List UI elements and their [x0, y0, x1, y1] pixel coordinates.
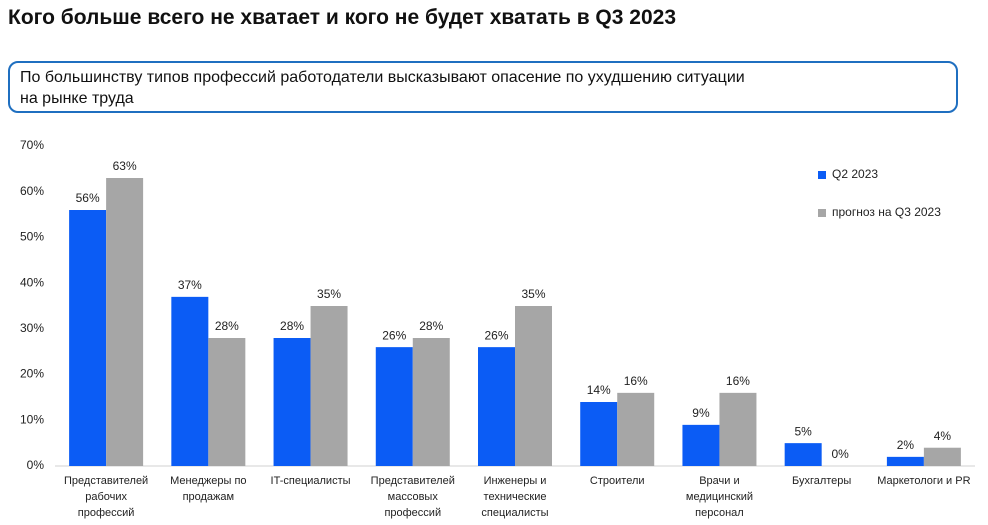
value-label: 9% [692, 406, 710, 420]
bar [682, 424, 720, 466]
value-label: 37% [178, 278, 202, 292]
value-label: 14% [587, 383, 611, 397]
value-label: 16% [624, 374, 648, 388]
x-tick-label: Менеджеры по продажам [170, 475, 247, 503]
bar [106, 178, 144, 466]
bar [784, 443, 822, 466]
bar [171, 296, 209, 466]
y-tick-label: 20% [20, 367, 44, 381]
y-tick-label: 30% [20, 321, 44, 335]
bar [375, 347, 413, 466]
bar [719, 392, 757, 466]
bar [923, 447, 961, 466]
title: Кого больше всего не хватает и кого не б… [8, 6, 677, 29]
x-tick-label: Бухгалтеры [791, 475, 852, 487]
value-label: 5% [794, 424, 812, 438]
value-label: 28% [280, 319, 304, 333]
value-label: 56% [76, 191, 100, 205]
bar [208, 338, 246, 466]
legend-label: Q2 2023 [832, 167, 878, 181]
bar [412, 338, 450, 466]
x-tick-label: IT-специалисты [270, 475, 351, 487]
legend-label: прогноз на Q3 2023 [832, 205, 941, 219]
bar [69, 210, 107, 466]
y-tick-label: 70% [20, 138, 44, 152]
y-tick-label: 50% [20, 230, 44, 244]
bar [617, 392, 655, 466]
x-tick-label: Строители [589, 475, 645, 487]
legend-swatch [818, 171, 826, 179]
x-tick-label: Маркетологи и PR [877, 475, 971, 487]
value-label: 35% [521, 287, 545, 301]
bar [478, 347, 515, 466]
x-tick-label: Инженеры и технические специалисты [481, 475, 549, 519]
y-tick-label: 10% [20, 412, 44, 426]
value-label: 28% [419, 319, 443, 333]
value-label: 2% [897, 438, 915, 452]
bar [515, 306, 552, 466]
value-label: 28% [215, 319, 239, 333]
value-label: 16% [726, 374, 750, 388]
y-tick-label: 0% [27, 458, 45, 472]
bar [310, 306, 348, 466]
value-label: 26% [382, 328, 406, 342]
bar [273, 338, 311, 466]
value-label: 35% [317, 287, 341, 301]
y-tick-label: 40% [20, 275, 44, 289]
value-label: 4% [934, 429, 952, 443]
value-label: 63% [113, 159, 137, 173]
y-tick-label: 60% [20, 184, 44, 198]
subtitle: По большинству типов профессий работодат… [8, 61, 958, 113]
x-tick-label: Представителей рабочих профессий [64, 475, 149, 519]
value-label: 0% [831, 447, 849, 461]
x-tick-label: Представителей массовых профессий [370, 475, 455, 519]
value-label: 26% [484, 328, 508, 342]
legend-swatch [818, 209, 826, 217]
bar [886, 456, 924, 466]
x-tick-label: Врачи и медицинский персонал [685, 475, 753, 519]
bar [580, 402, 618, 466]
